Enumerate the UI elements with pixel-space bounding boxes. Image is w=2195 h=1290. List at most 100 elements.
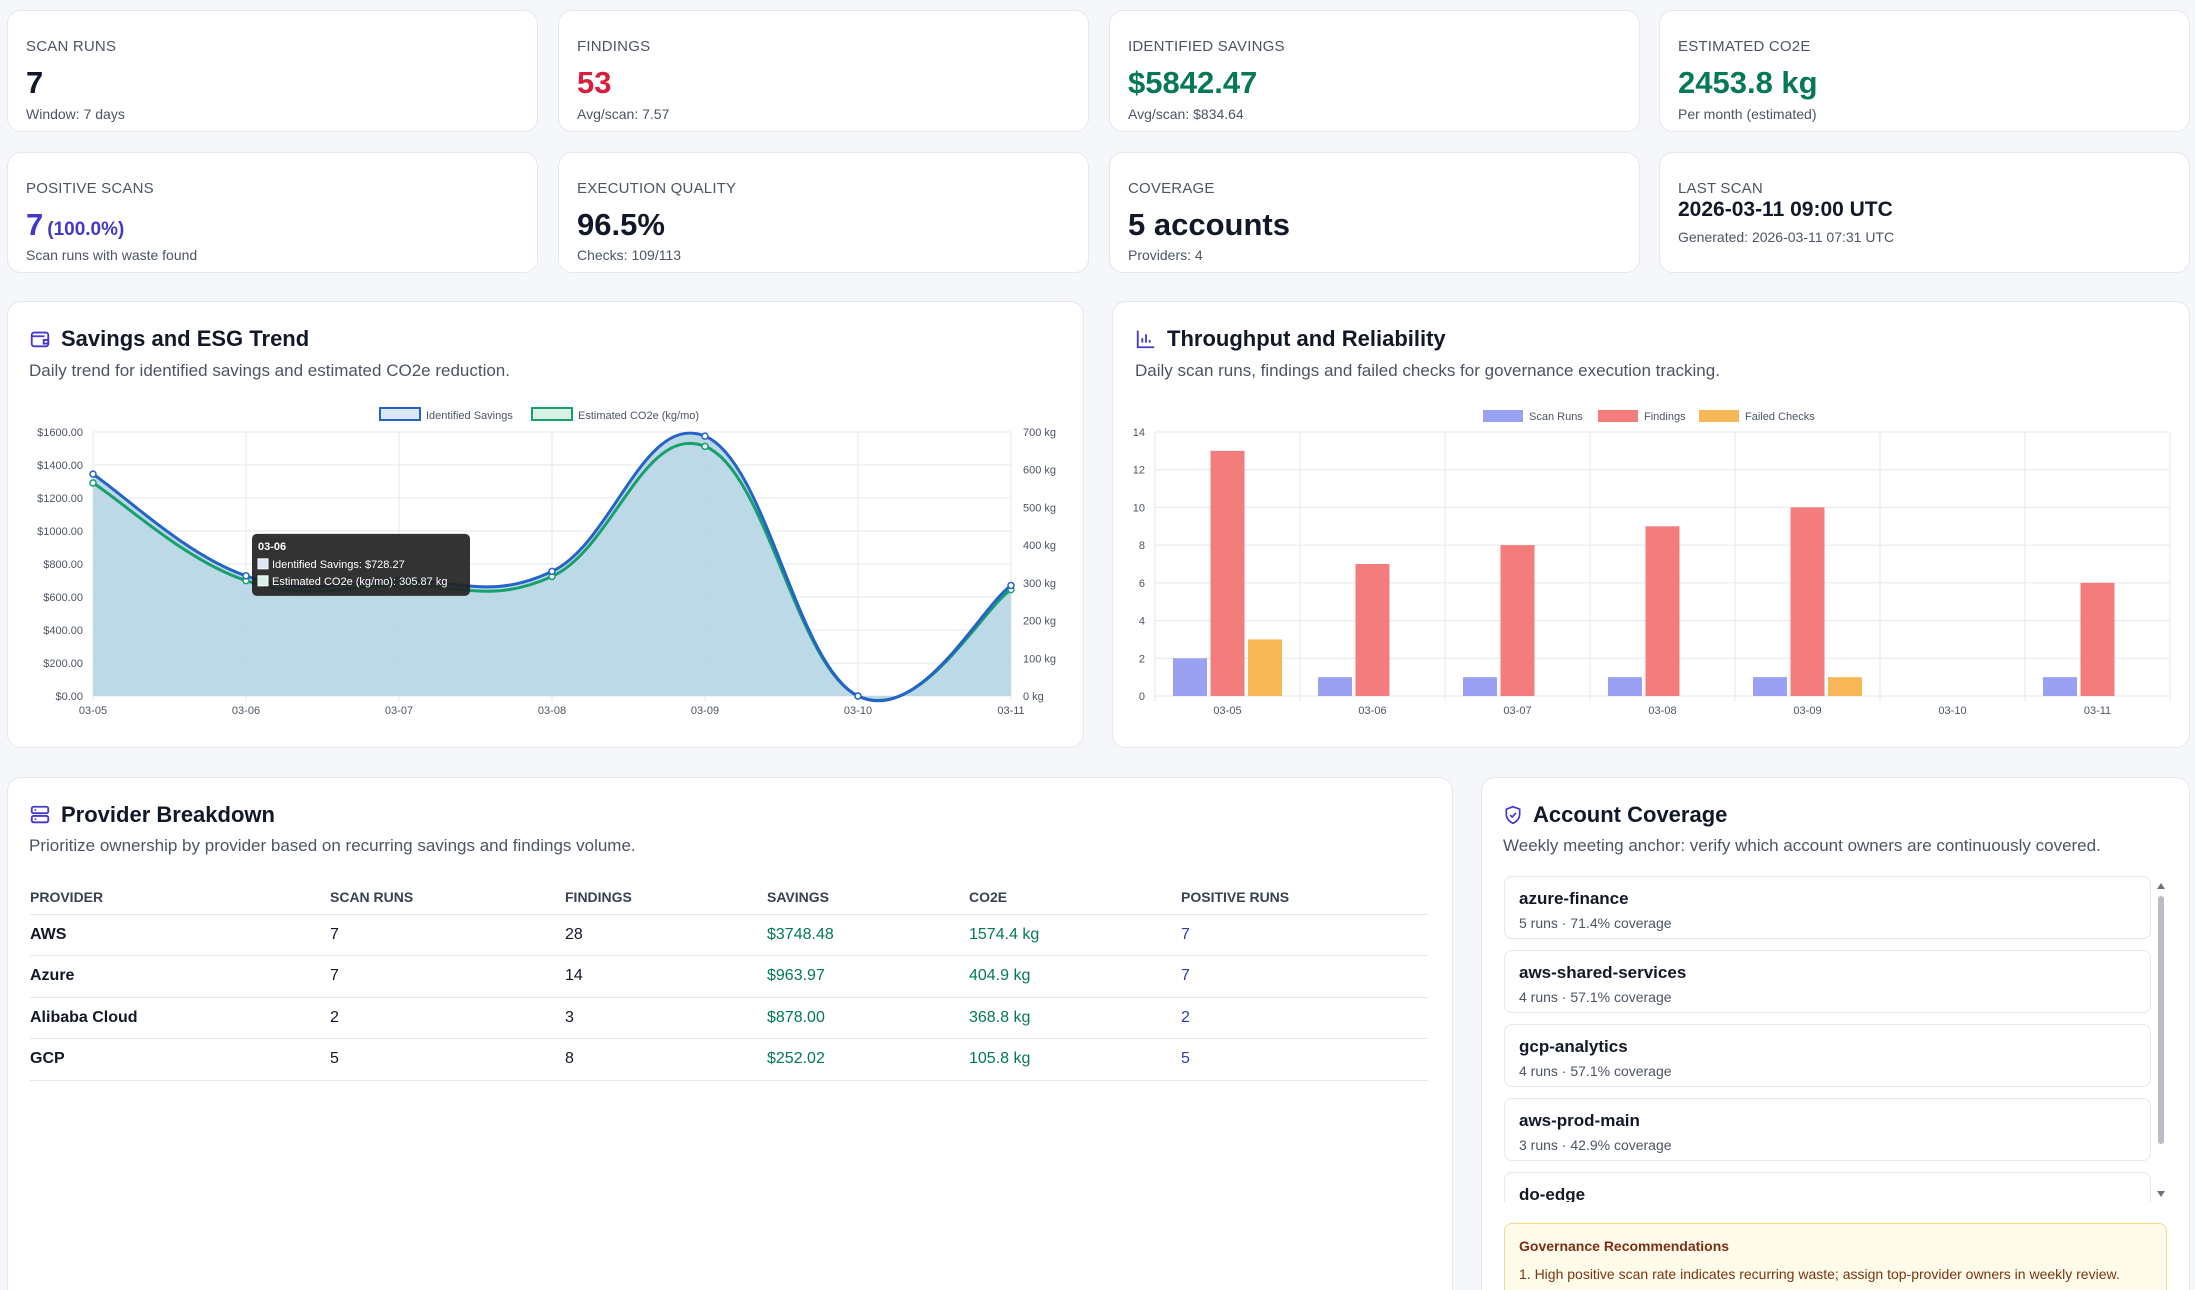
kpi-label: COVERAGE <box>1128 180 1215 197</box>
account-name: gcp-analytics <box>1519 1037 1628 1056</box>
x-tick-label: 03-07 <box>1503 705 1531 717</box>
provider-table: PROVIDER SCAN RUNS FINDINGS SAVINGS CO2E… <box>30 880 1428 1081</box>
x-tick-label: 03-08 <box>538 705 566 717</box>
legend-swatch <box>531 407 573 421</box>
kpi-label: IDENTIFIED SAVINGS <box>1128 38 1285 55</box>
provider-name: Alibaba Cloud <box>30 997 330 1039</box>
account-name: do-edge <box>1519 1185 1586 1202</box>
table-row[interactable]: Alibaba Cloud 2 3 $878.00 368.8 kg 2 <box>30 997 1428 1039</box>
data-point-co2e <box>701 442 709 451</box>
account-list[interactable]: azure-finance 5 runs · 71.4% coverage aw… <box>1504 876 2151 1202</box>
bar-findings <box>2080 582 2115 696</box>
tooltip-swatch <box>257 558 269 570</box>
kpi-label: FINDINGS <box>577 38 651 55</box>
column-header[interactable]: SCAN RUNS <box>330 880 565 915</box>
column-header[interactable]: SAVINGS <box>767 880 969 915</box>
bar-failed-checks <box>1828 677 1862 696</box>
y-tick-label: 2 <box>1139 653 1145 665</box>
findings-cell: 3 <box>565 997 767 1039</box>
positive-runs-cell: 5 <box>1181 1038 1428 1081</box>
y-tick-label: 6 <box>1139 578 1145 590</box>
kpi-value: 53 <box>577 65 612 100</box>
co2e-cell: 1574.4 kg <box>969 914 1181 956</box>
bar-scan-runs <box>1608 677 1642 696</box>
kpi-subtext: Providers: 4 <box>1128 247 1203 263</box>
data-point-savings <box>701 432 709 440</box>
y-tick-label: 12 <box>1133 465 1145 477</box>
account-item-azure-finance[interactable]: azure-finance 5 runs · 71.4% coverage <box>1504 876 2151 939</box>
scrollbar-thumb[interactable] <box>2158 896 2164 1144</box>
governance-title: Governance Recommendations <box>1519 1238 1730 1254</box>
table-row[interactable]: GCP 5 8 $252.02 105.8 kg 5 <box>30 1038 1428 1081</box>
table-header-row: PROVIDER SCAN RUNS FINDINGS SAVINGS CO2E… <box>30 880 1428 915</box>
y-right-tick-label: 500 kg <box>1023 502 1056 514</box>
kpi-value: 7 <box>26 65 44 100</box>
account-list-scrollbar[interactable] <box>2155 880 2167 1202</box>
data-point-co2e <box>89 479 97 487</box>
y-right-tick-label: 100 kg <box>1023 653 1056 665</box>
y-tick-label: 8 <box>1139 540 1145 552</box>
kpi-subtext: Generated: 2026-03-11 07:31 UTC <box>1678 229 1895 245</box>
x-tick-label: 03-07 <box>385 705 413 717</box>
x-tick-label: 03-11 <box>2084 705 2111 717</box>
throughput-panel-title: Throughput and Reliability <box>1135 326 1446 352</box>
throughput-chart[interactable]: 0 2 4 6 8 10 12 14 03-05 03-06 03-07 03-08 03-09 03-1… <box>1112 400 2190 730</box>
kpi-card-last-scan: LAST SCAN 2026-03-11 09:00 UTC Generated… <box>1659 152 2190 273</box>
savings-panel-title: Savings and ESG Trend <box>29 326 309 352</box>
kpi-value-percent: (100.0%) <box>47 219 125 240</box>
account-name: aws-shared-services <box>1519 963 1687 982</box>
kpi-value: 2453.8 kg <box>1678 65 1818 100</box>
bar-chart-icon <box>1136 330 1155 349</box>
savings-cell: $878.00 <box>767 997 969 1039</box>
table-row[interactable]: Azure 7 14 $963.97 404.9 kg 7 <box>30 955 1428 998</box>
account-item-do-edge[interactable]: do-edge <box>1504 1172 2151 1202</box>
x-tick-label: 03-10 <box>844 705 872 717</box>
kpi-label: EXECUTION QUALITY <box>577 180 737 197</box>
scroll-down-icon[interactable] <box>2157 1191 2165 1197</box>
kpi-card-execution-quality: EXECUTION QUALITY 96.5% Checks: 109/113 <box>558 152 1089 273</box>
column-header[interactable]: CO2E <box>969 880 1181 915</box>
column-header[interactable]: PROVIDER <box>30 880 330 915</box>
x-tick-label: 03-09 <box>1793 705 1821 717</box>
shield-check-icon <box>1505 805 1521 825</box>
account-name: azure-finance <box>1519 889 1629 908</box>
legend-swatch <box>1483 410 1523 422</box>
data-point-savings <box>854 692 862 700</box>
account-panel-description: Weekly meeting anchor: verify which acco… <box>1503 836 2101 855</box>
account-item-aws-shared-services[interactable]: aws-shared-services 4 runs · 57.1% cover… <box>1504 950 2151 1013</box>
positive-runs-cell: 7 <box>1181 955 1428 998</box>
table-row[interactable]: AWS 7 28 $3748.48 1574.4 kg 7 <box>30 914 1428 956</box>
kpi-label: LAST SCAN <box>1678 180 1763 197</box>
savings-cell: $963.97 <box>767 955 969 998</box>
savings-trend-chart[interactable]: $0.00 $200.00 $400.00 $600.00 $800.00 $1000.0… <box>7 400 1084 730</box>
findings-cell: 14 <box>565 955 767 998</box>
account-panel-title: Account Coverage <box>1503 802 1727 828</box>
kpi-value: 7 (100.0%) <box>26 207 124 243</box>
legend-label: Scan Runs <box>1529 411 1583 423</box>
savings-area <box>93 432 1011 701</box>
x-tick-label: 03-06 <box>232 705 260 717</box>
kpi-value-number: 7 <box>26 207 44 242</box>
scroll-up-icon[interactable] <box>2157 883 2165 889</box>
bar-findings <box>1790 507 1825 696</box>
kpi-card-coverage: COVERAGE 5 accounts Providers: 4 <box>1109 152 1640 273</box>
scan-runs-cell: 5 <box>330 1038 565 1081</box>
provider-panel-description: Prioritize ownership by provider based o… <box>29 836 636 855</box>
bar-scan-runs <box>2043 677 2077 696</box>
co2e-cell: 404.9 kg <box>969 955 1181 998</box>
kpi-value: 2026-03-11 09:00 UTC <box>1678 198 1893 221</box>
y-right-tick-label: 300 kg <box>1023 578 1056 590</box>
bar-scan-runs <box>1173 658 1207 696</box>
kpi-subtext: Avg/scan: $834.64 <box>1128 106 1244 122</box>
y-right-tick-label: 600 kg <box>1023 465 1056 477</box>
savings-cell: $252.02 <box>767 1038 969 1081</box>
account-item-aws-prod-main[interactable]: aws-prod-main 3 runs · 42.9% coverage <box>1504 1098 2151 1161</box>
account-item-gcp-analytics[interactable]: gcp-analytics 4 runs · 57.1% coverage <box>1504 1024 2151 1087</box>
column-header[interactable]: POSITIVE RUNS <box>1181 880 1428 915</box>
y-right-tick-label: 200 kg <box>1023 616 1056 628</box>
tooltip-line: Estimated CO2e (kg/mo): 305.87 kg <box>272 576 447 588</box>
column-header[interactable]: FINDINGS <box>565 880 767 915</box>
bar-findings <box>1645 526 1680 696</box>
provider-name: Azure <box>30 955 330 998</box>
scan-runs-cell: 7 <box>330 955 565 998</box>
